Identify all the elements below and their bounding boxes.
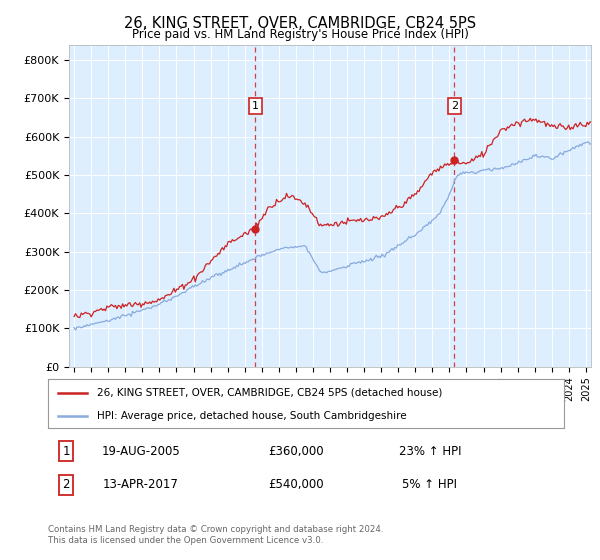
Text: 2: 2 (451, 101, 458, 111)
Text: 23% ↑ HPI: 23% ↑ HPI (398, 445, 461, 458)
Text: £540,000: £540,000 (268, 478, 323, 492)
Text: Price paid vs. HM Land Registry's House Price Index (HPI): Price paid vs. HM Land Registry's House … (131, 28, 469, 41)
Text: 2: 2 (62, 478, 70, 492)
Text: 1: 1 (252, 101, 259, 111)
Text: HPI: Average price, detached house, South Cambridgeshire: HPI: Average price, detached house, Sout… (97, 410, 407, 421)
Text: 5% ↑ HPI: 5% ↑ HPI (403, 478, 457, 492)
Text: 1: 1 (62, 445, 70, 458)
Text: 26, KING STREET, OVER, CAMBRIDGE, CB24 5PS (detached house): 26, KING STREET, OVER, CAMBRIDGE, CB24 5… (97, 388, 442, 398)
Text: This data is licensed under the Open Government Licence v3.0.: This data is licensed under the Open Gov… (48, 536, 323, 545)
Text: Contains HM Land Registry data © Crown copyright and database right 2024.: Contains HM Land Registry data © Crown c… (48, 525, 383, 534)
Text: 19-AUG-2005: 19-AUG-2005 (101, 445, 180, 458)
Text: £360,000: £360,000 (268, 445, 323, 458)
Text: 26, KING STREET, OVER, CAMBRIDGE, CB24 5PS: 26, KING STREET, OVER, CAMBRIDGE, CB24 5… (124, 16, 476, 31)
Text: 13-APR-2017: 13-APR-2017 (103, 478, 179, 492)
